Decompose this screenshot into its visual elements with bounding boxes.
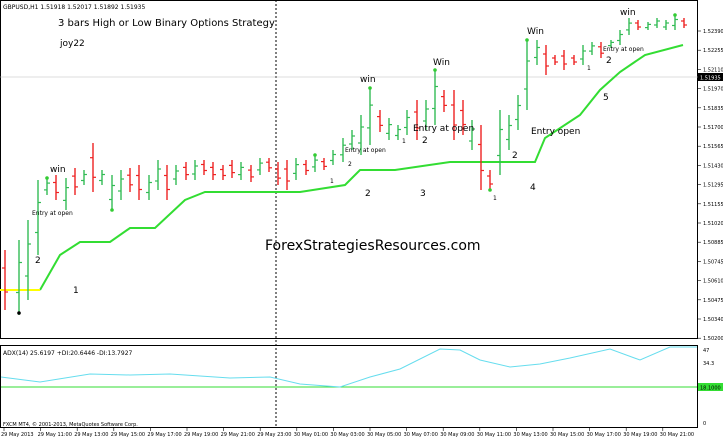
price-tick-label: 1.52255 [703,48,723,54]
time-tick-label: 30 May 01:00 [294,432,328,438]
chart-annotation: 3 [420,189,426,199]
signal-dot [673,13,677,17]
price-panel[interactable] [0,0,698,339]
time-tick-label: 30 May 05:00 [367,432,401,438]
price-tick-label: 1.50340 [703,317,723,323]
time-tick-label: 30 May 11:00 [477,432,511,438]
price-tick-label: 1.51430 [703,163,723,169]
chart-annotation: Entry at open [345,147,386,154]
time-tick-label: 29 May 15:00 [111,432,145,438]
chart-annotation: win [360,75,376,85]
author-label: joy22 [59,39,85,49]
chart-annotation: 1 [73,286,79,296]
signal-dot [110,208,114,212]
adx-level-text: 18.1000 [700,386,721,392]
time-tick-label: 29 May 21:00 [221,432,255,438]
chart-annotation: Win [433,58,450,68]
chart-annotation: 2 [512,151,518,161]
price-tick-label: 1.52110 [703,67,723,73]
candlestick-series [2,13,687,315]
price-badge-text: 1.51935 [700,76,721,82]
price-tick-label: 1.50610 [703,279,723,285]
time-tick-label: 30 May 07:00 [404,432,438,438]
time-tick-label: 29 May 23:00 [257,432,291,438]
chart-annotation: 2 [365,189,371,199]
price-tick-label: 1.51565 [703,144,723,150]
chart-annotation: win [50,165,66,175]
chart-annotation: Entry open [531,127,580,137]
chart-annotation: 1 [587,65,591,72]
price-scale[interactable] [698,0,723,438]
chart-annotation: Entry at open [32,210,73,217]
adx-label: ADX(14) 25.6197 +DI:20.6446 -DI:13.7927 [3,350,133,357]
chart-annotation: win [620,8,636,18]
chart-annotation: Entry at open [413,124,474,134]
chart-annotation: 2 [422,136,428,146]
price-tick-label: 1.51020 [703,221,723,227]
time-tick-label: 29 May 2013 [1,432,34,438]
indicator-axis: 47 34.3 0 [703,348,714,427]
chart-annotation: 1 [493,195,497,202]
chart-annotation: 2 [35,256,41,266]
price-tick-label: 1.51835 [703,106,723,112]
price-axis: 1.52390 1.52255 1.52110 1.51970 1.51835 1.517… [698,29,723,342]
trend-line [39,44,684,291]
time-tick-label: 29 May 13:00 [74,432,108,438]
symbol-info: GBPUSD,H1 1.51918 1.52017 1.51892 1.5193… [3,4,145,11]
signal-dot [368,86,372,90]
price-tick-label: 1.50475 [703,298,723,304]
time-tick-label: 30 May 19:00 [623,432,657,438]
time-tick-label: 30 May 15:00 [550,432,584,438]
watermark: ForexStrategiesResources.com [265,238,481,254]
chart-annotation: Entry at open [603,46,644,53]
time-tick-label: 29 May 11:00 [38,432,72,438]
chart-annotation: 1 [330,178,334,185]
time-axis: 29 May 2013 29 May 11:00 29 May 13:00 29 Ma… [1,428,694,438]
indicator-tick-label: 34.3 [703,361,714,367]
chart-annotation: 4 [530,183,536,193]
price-tick-label: 1.50885 [703,240,723,246]
signal-dot [45,176,49,180]
chart-annotation: 5 [603,93,609,103]
time-tick-label: 29 May 17:00 [147,432,181,438]
price-badge [698,73,723,81]
chart-annotation: 1 [402,138,406,145]
time-tick-label: 30 May 21:00 [660,432,694,438]
time-tick-label: 30 May 17:00 [587,432,621,438]
time-tick-label: 30 May 03:00 [330,432,364,438]
signal-dot [313,153,317,157]
indicator-tick-label: 47 [703,348,709,354]
signal-dot [525,38,529,42]
footer-credit: FXCM MT4, © 2001-2013, MetaQuotes Softwa… [3,421,138,428]
price-tick-label: 1.51700 [703,125,723,131]
price-tick-label: 1.52390 [703,29,723,35]
signal-dot [488,188,492,192]
strategy-title: 3 bars High or Low Binary Options Strate… [58,18,275,29]
price-tick-label: 1.51970 [703,87,723,93]
signal-dot [17,311,21,315]
price-tick-label: 1.51295 [703,183,723,189]
indicator-tick-label: 0 [703,421,706,427]
chart-annotation: Win [527,27,544,37]
time-tick-label: 30 May 09:00 [440,432,474,438]
signal-dot [433,68,437,72]
chart-annotation: 2 [348,161,352,168]
adx-line [0,346,697,388]
annotations-layer: win Entry at open 2 1 win Entry at open 2 1 Win E… [32,8,644,296]
time-tick-label: 30 May 13:00 [513,432,547,438]
price-tick-label: 1.50200 [703,336,723,342]
price-tick-label: 1.50745 [703,259,723,265]
price-tick-label: 1.51155 [703,202,723,208]
time-tick-label: 29 May 19:00 [184,432,218,438]
adx-level-badge [698,383,723,391]
chart-annotation: 2 [606,56,612,66]
